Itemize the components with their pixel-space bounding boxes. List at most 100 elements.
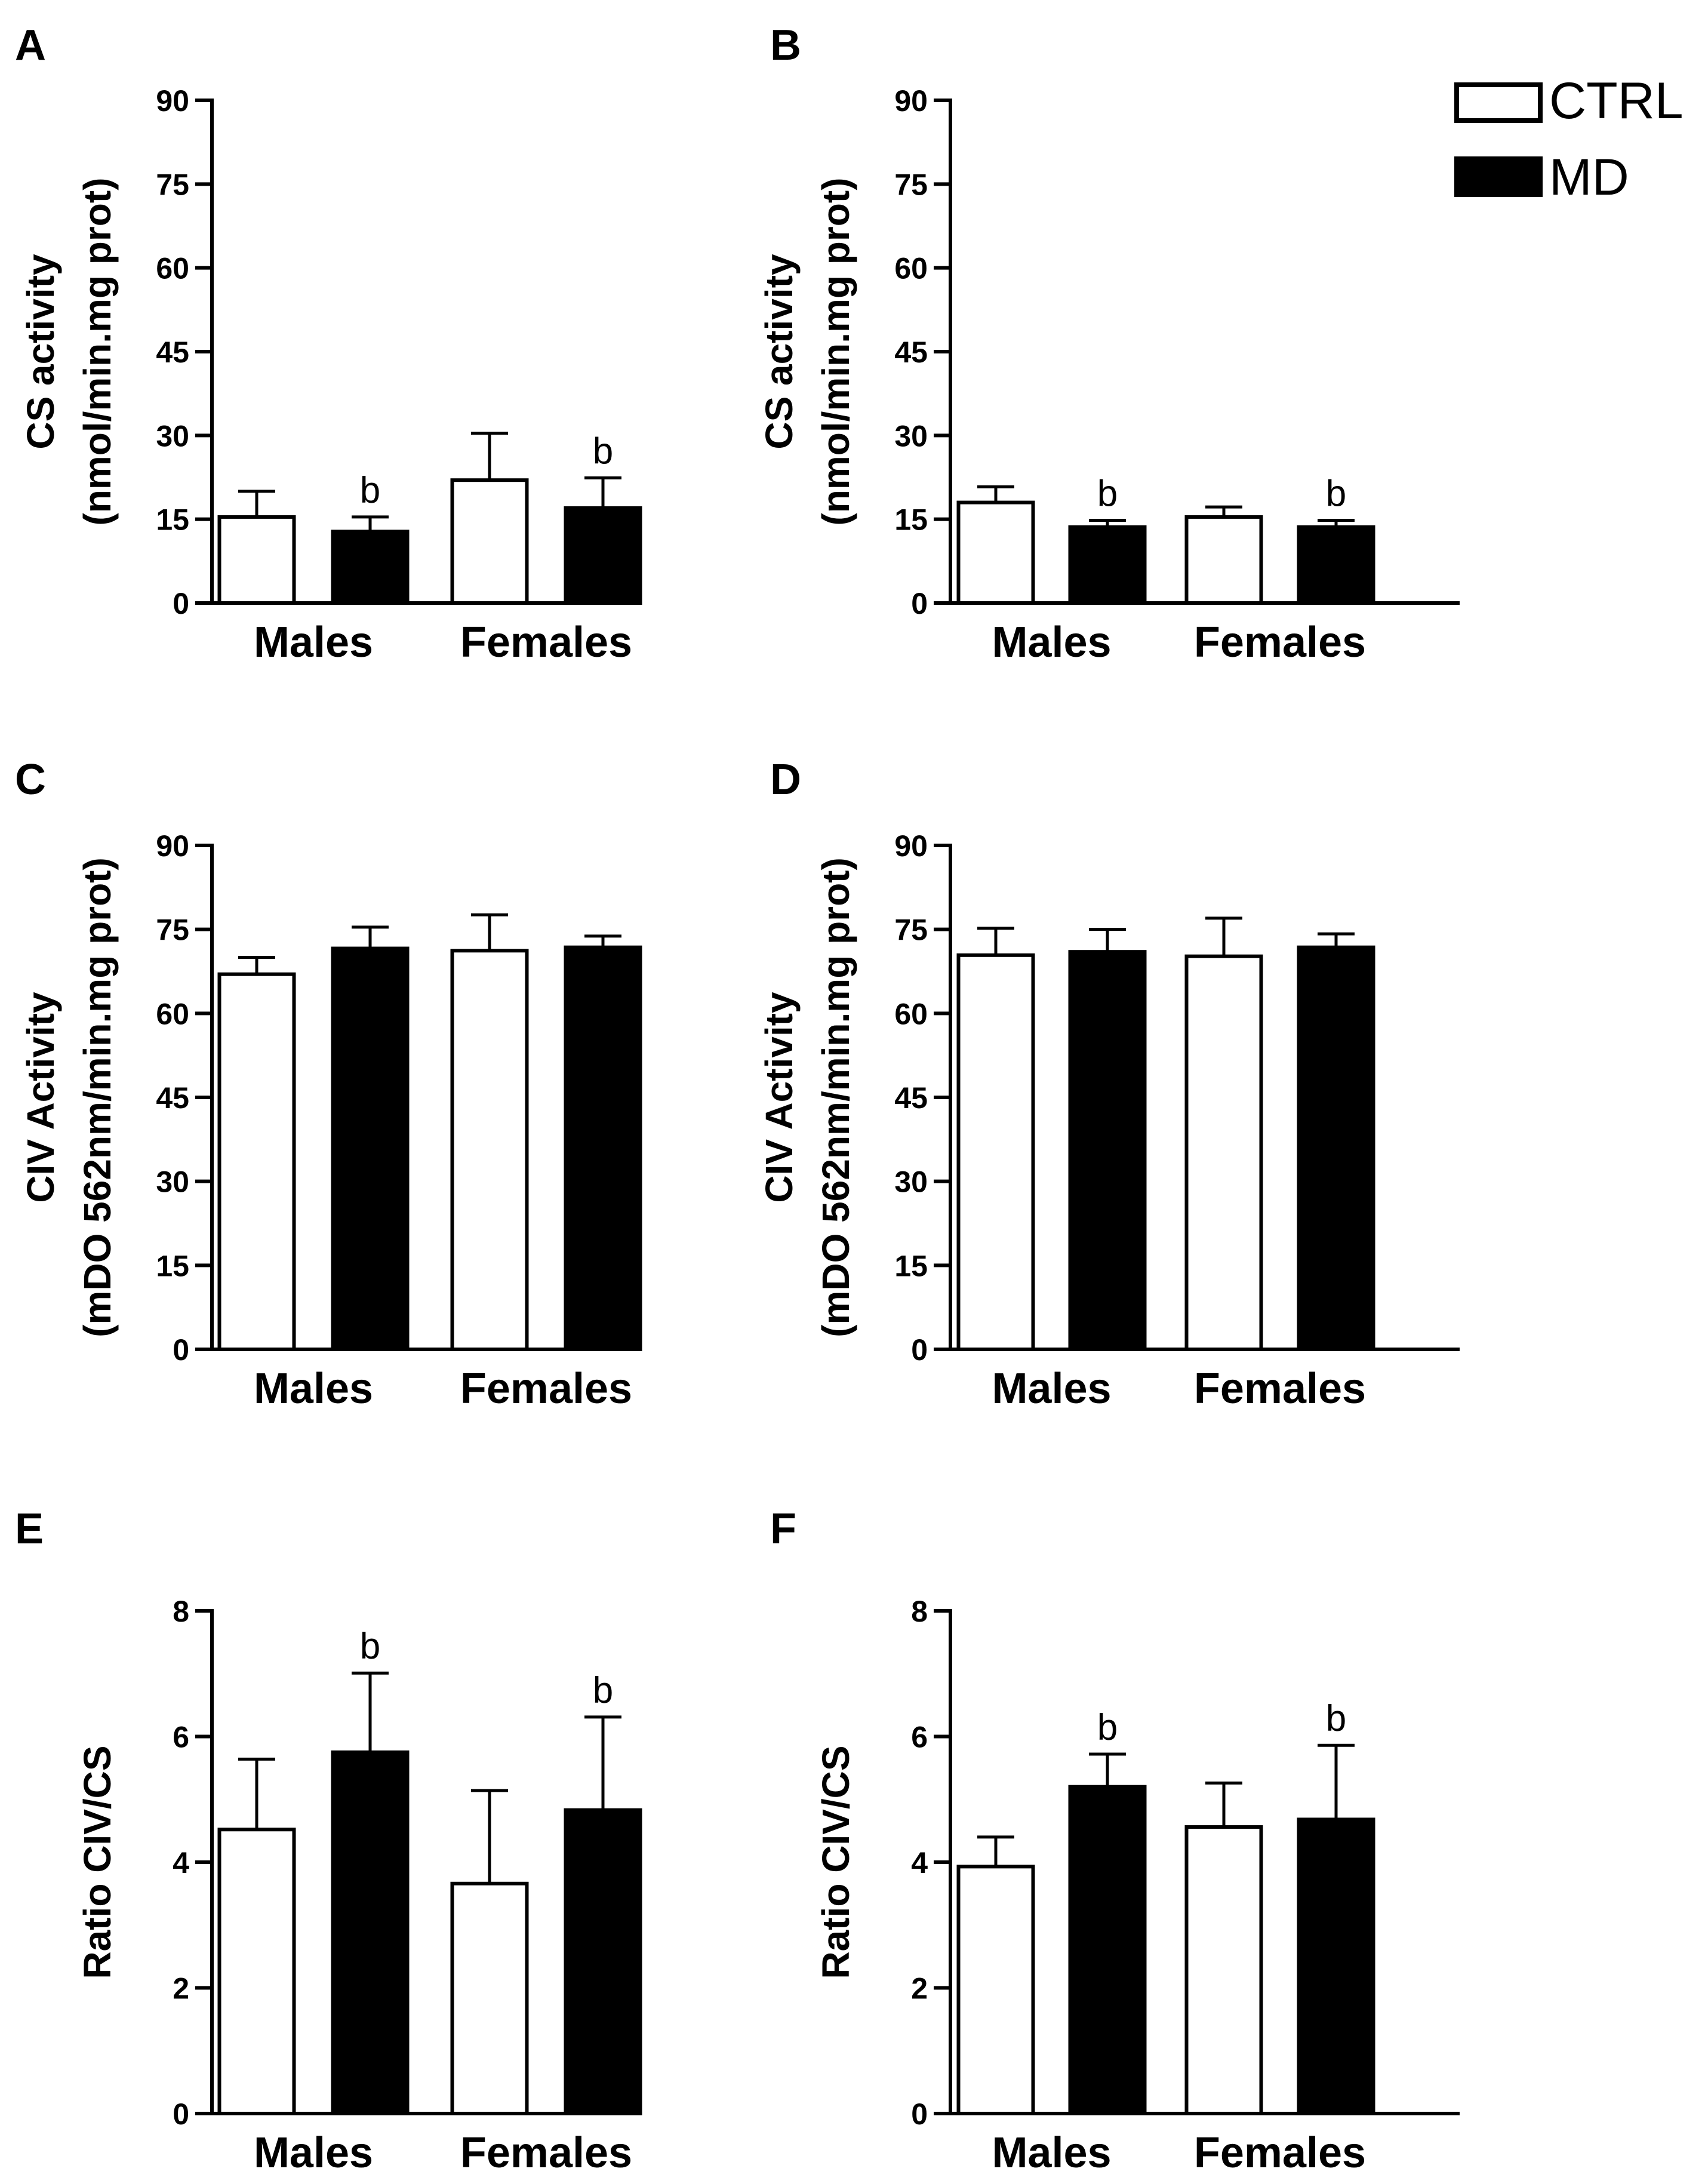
y-tick-label-b: 75 bbox=[894, 168, 928, 201]
bar-f-females-ctrl bbox=[1184, 1825, 1263, 2116]
x-category-label-f-males: Males bbox=[992, 2129, 1111, 2177]
sig-label-f-males-md: b bbox=[1097, 1707, 1118, 1748]
y-tick-label-c: 30 bbox=[156, 1165, 189, 1199]
bar-a-females-md bbox=[564, 506, 642, 605]
y-tick-label-e: 8 bbox=[173, 1595, 189, 1628]
y-tick-label-f: 4 bbox=[911, 1846, 928, 1880]
legend-swatch-ctrl bbox=[1454, 82, 1543, 123]
panel-c: C 0 15 30 45 60 75 90 CIV Activity (mDO 562nm/min… bbox=[15, 756, 642, 1413]
x-category-label-a-males: Males bbox=[254, 619, 373, 666]
x-category-label-b-males: Males bbox=[992, 619, 1111, 666]
panel-letter-c: C bbox=[15, 756, 46, 804]
y-tick-label-a: 90 bbox=[156, 84, 189, 118]
sig-label-e-females-md: b bbox=[593, 1670, 613, 1711]
panel-letter-d: D bbox=[770, 756, 801, 804]
y-tick-label-b: 90 bbox=[894, 84, 928, 118]
bar-c-males-md bbox=[331, 946, 410, 1352]
x-category-label-e-males: Males bbox=[254, 2129, 373, 2177]
bar-b-females-md bbox=[1297, 525, 1375, 605]
panel-e: E 0 2 4 6 8 Ratio CIV/CS b Males b Females bbox=[15, 1505, 642, 2177]
y-tick-label-e: 6 bbox=[173, 1721, 189, 1754]
bar-e-females-md bbox=[564, 1808, 642, 2116]
bar-a-males-ctrl bbox=[217, 515, 296, 605]
bar-c-females-md bbox=[564, 945, 642, 1351]
sig-label-e-males-md: b bbox=[360, 1626, 380, 1667]
y-axis-title-b: CS activity bbox=[758, 254, 801, 450]
y-axis-title-d: CIV Activity bbox=[758, 992, 801, 1203]
y-tick-label-c: 75 bbox=[156, 913, 189, 947]
sig-label-b-females-md: b bbox=[1326, 473, 1346, 515]
y-tick-label-f: 2 bbox=[911, 1972, 928, 2005]
bar-a-females-ctrl bbox=[450, 478, 529, 605]
bar-d-females-ctrl bbox=[1184, 954, 1263, 1352]
y-axis-title-a: CS activity bbox=[19, 254, 62, 450]
y-tick-label-b: 45 bbox=[894, 336, 928, 369]
bar-d-males-md bbox=[1068, 950, 1147, 1351]
sig-label-a-females-md: b bbox=[593, 430, 613, 472]
bar-d-females-md bbox=[1297, 945, 1375, 1351]
y-tick-label-d: 30 bbox=[894, 1165, 928, 1199]
legend-label-ctrl: CTRL bbox=[1549, 72, 1684, 130]
panel-b: B 0 15 30 45 60 75 90 CS activity (nmol/min.mg pr… bbox=[758, 21, 1460, 666]
y-axis-title-f: Ratio CIV/CS bbox=[814, 1745, 857, 1979]
panel-letter-e: E bbox=[15, 1505, 44, 1553]
x-category-label-c-females: Females bbox=[460, 1365, 632, 1413]
y-axis-subtitle-d: (mDO 562nm/min.mg prot) bbox=[814, 857, 857, 1337]
bar-f-males-ctrl bbox=[956, 1865, 1035, 2115]
y-tick-label-a: 15 bbox=[156, 503, 189, 537]
y-axis-title-e: Ratio CIV/CS bbox=[76, 1745, 119, 1979]
y-tick-label-b: 30 bbox=[894, 419, 928, 453]
y-axis-subtitle-a: (nmol/min.mg prot) bbox=[76, 177, 119, 525]
bar-e-males-md bbox=[331, 1750, 410, 2115]
bar-e-females-ctrl bbox=[450, 1881, 529, 2115]
y-axis-title-c: CIV Activity bbox=[19, 992, 62, 1203]
x-category-label-d-males: Males bbox=[992, 1365, 1111, 1413]
y-tick-label-b: 60 bbox=[894, 252, 928, 285]
x-category-label-b-females: Females bbox=[1194, 619, 1366, 666]
x-category-label-a-females: Females bbox=[460, 619, 632, 666]
y-tick-label-c: 0 bbox=[173, 1333, 189, 1367]
y-tick-label-e: 0 bbox=[173, 2097, 189, 2131]
y-tick-label-f: 8 bbox=[911, 1595, 928, 1628]
y-tick-label-e: 4 bbox=[173, 1846, 189, 1880]
y-tick-label-f: 0 bbox=[911, 2097, 928, 2131]
panel-letter-a: A bbox=[15, 21, 46, 69]
x-category-label-d-females: Females bbox=[1194, 1365, 1366, 1413]
y-tick-label-d: 90 bbox=[894, 829, 928, 863]
y-tick-label-b: 15 bbox=[894, 503, 928, 537]
legend-label-md: MD bbox=[1549, 149, 1629, 206]
x-category-label-e-females: Females bbox=[460, 2129, 632, 2177]
bar-f-females-md bbox=[1297, 1817, 1375, 2115]
y-tick-label-c: 60 bbox=[156, 997, 189, 1031]
y-tick-label-f: 6 bbox=[911, 1721, 928, 1754]
legend: CTRL MD bbox=[1454, 72, 1684, 206]
y-tick-label-d: 0 bbox=[911, 1333, 928, 1367]
sig-label-b-males-md: b bbox=[1097, 473, 1118, 515]
y-tick-label-d: 15 bbox=[894, 1249, 928, 1282]
y-tick-label-a: 30 bbox=[156, 419, 189, 453]
sig-label-f-females-md: b bbox=[1326, 1698, 1346, 1739]
y-tick-label-a: 60 bbox=[156, 252, 189, 285]
y-tick-label-d: 45 bbox=[894, 1081, 928, 1115]
panel-d: D 0 15 30 45 60 75 90 CIV Activity (mDO 562nm/min… bbox=[758, 756, 1460, 1413]
bar-b-males-md bbox=[1068, 525, 1147, 605]
x-category-label-f-females: Females bbox=[1194, 2129, 1366, 2177]
panel-letter-b: B bbox=[770, 21, 801, 69]
y-tick-label-c: 15 bbox=[156, 1249, 189, 1282]
y-tick-label-a: 0 bbox=[173, 587, 189, 620]
bar-b-females-ctrl bbox=[1184, 515, 1263, 605]
y-tick-label-d: 75 bbox=[894, 913, 928, 947]
bar-c-males-ctrl bbox=[217, 972, 296, 1351]
y-tick-label-b: 0 bbox=[911, 587, 928, 620]
panel-f: F 0 2 4 6 8 Ratio CIV/CS b Males b Females bbox=[770, 1505, 1460, 2177]
y-axis-subtitle-c: (mDO 562nm/min.mg prot) bbox=[76, 857, 119, 1337]
legend-swatch-md bbox=[1454, 156, 1543, 197]
bar-a-males-md bbox=[331, 530, 410, 605]
y-tick-label-d: 60 bbox=[894, 997, 928, 1031]
y-axis-subtitle-b: (nmol/min.mg prot) bbox=[814, 177, 857, 525]
bar-b-males-ctrl bbox=[956, 500, 1035, 605]
y-tick-label-a: 45 bbox=[156, 336, 189, 369]
y-tick-label-a: 75 bbox=[156, 168, 189, 201]
panel-a: A 0 15 30 45 60 75 90 CS activity (nmol/min.mg pr… bbox=[15, 21, 642, 666]
